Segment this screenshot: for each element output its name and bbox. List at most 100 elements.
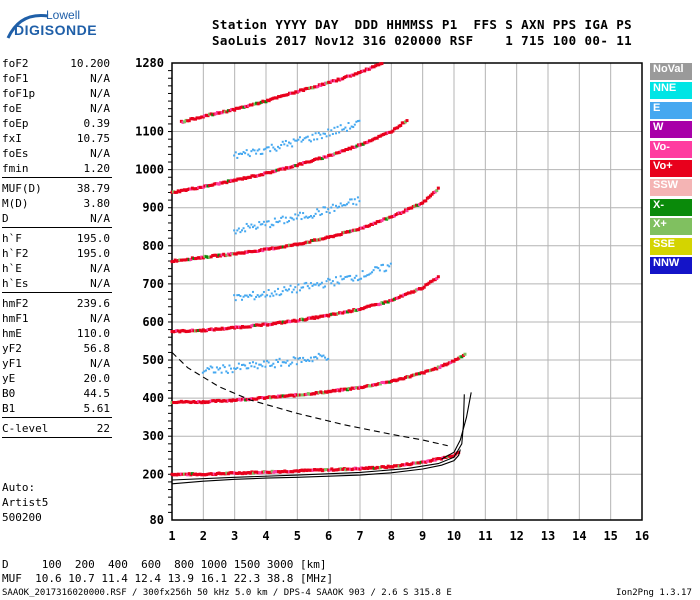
trace-point — [461, 353, 465, 357]
trace-point — [195, 401, 199, 405]
trace-point — [284, 216, 287, 219]
trace-point — [231, 398, 235, 402]
trace-point — [319, 84, 323, 88]
trace-point — [364, 275, 367, 278]
trace-point — [258, 363, 261, 366]
trace-point — [298, 162, 302, 166]
param-key: hmE — [2, 327, 22, 340]
param-key: foEp — [2, 117, 29, 130]
trace-point — [175, 473, 179, 477]
trace-point — [278, 245, 282, 249]
trace-point — [302, 356, 305, 359]
param-row: foF1p N/A — [2, 86, 110, 101]
trace-point — [322, 391, 326, 395]
trace-point — [298, 242, 302, 246]
trace-point — [236, 156, 239, 159]
trace-point — [444, 363, 448, 367]
trace-point — [201, 115, 205, 119]
trace-point — [211, 254, 215, 258]
trace-point — [197, 185, 201, 189]
trace-point — [374, 64, 378, 68]
trace-point — [339, 202, 342, 205]
trace-point — [413, 204, 417, 208]
trace-point — [372, 137, 376, 141]
trace-point — [394, 213, 398, 217]
trace-point — [179, 472, 183, 476]
trace-point — [430, 192, 434, 196]
trace-point — [225, 471, 229, 475]
trace-point — [325, 155, 329, 159]
trace-point — [358, 307, 362, 311]
trace-point — [222, 472, 226, 476]
trace-point — [374, 221, 378, 225]
trace-point — [433, 190, 437, 194]
trace-point — [402, 121, 406, 125]
trace-point — [367, 273, 370, 276]
trace-point — [217, 471, 221, 475]
trace-point — [208, 368, 211, 371]
trace-point — [435, 457, 439, 461]
trace-point — [399, 294, 403, 298]
trace-point — [219, 472, 223, 476]
trace-point — [389, 379, 393, 383]
trace-point — [367, 304, 371, 308]
trace-point — [455, 357, 459, 361]
trace-point — [327, 468, 331, 472]
param-row: foEs N/A — [2, 146, 110, 161]
trace-point — [272, 470, 276, 474]
trace-point — [288, 470, 291, 474]
param-key: hmF1 — [2, 312, 29, 325]
trace-point — [327, 153, 331, 157]
trace-point — [342, 128, 345, 131]
trace-point — [424, 283, 428, 287]
trace-point — [358, 278, 361, 281]
trace-point — [247, 249, 251, 253]
trace-point — [228, 398, 232, 402]
trace-point — [438, 457, 442, 461]
trace-point — [339, 311, 343, 315]
trace-point — [336, 125, 339, 128]
trace-point — [250, 150, 253, 153]
trace-point — [289, 363, 292, 366]
trace-point — [297, 393, 301, 397]
trace-point — [314, 355, 317, 358]
trace-point — [324, 206, 327, 209]
trace-point — [450, 454, 454, 458]
trace-point — [173, 401, 177, 405]
trace-point — [244, 471, 248, 475]
trace-point — [322, 155, 326, 159]
trace-point — [278, 220, 281, 223]
trace-point — [425, 196, 429, 200]
trace-point — [201, 400, 205, 404]
trace-point — [372, 221, 376, 225]
trace-point — [250, 103, 254, 107]
trace-point — [303, 161, 307, 165]
trace-point — [253, 397, 257, 401]
trace-point — [225, 327, 229, 331]
footer-version: Ion2Png 1.3.17 — [616, 588, 692, 598]
trace-point — [371, 465, 375, 469]
trace-point — [244, 176, 248, 180]
trace-point — [178, 258, 182, 262]
trace-point — [241, 251, 244, 255]
trace-point — [183, 258, 187, 262]
trace-point — [236, 366, 239, 369]
trace-point — [380, 380, 384, 384]
trace-point — [272, 294, 275, 297]
trace-point — [272, 146, 275, 149]
trace-point — [225, 253, 229, 257]
trace-point — [319, 390, 323, 394]
trace-point — [231, 107, 235, 111]
trace-point — [392, 127, 396, 131]
trace-point — [338, 282, 341, 285]
trace-point — [314, 132, 317, 135]
trace-point — [397, 295, 401, 299]
param-row: h`F2 195.0 — [2, 246, 110, 261]
trace-point — [394, 379, 398, 383]
trace-point — [383, 300, 387, 304]
trace-point — [273, 322, 277, 326]
trace-point — [230, 108, 234, 112]
trace-point — [324, 468, 328, 472]
trace-point — [201, 371, 204, 374]
trace-point — [386, 380, 390, 384]
